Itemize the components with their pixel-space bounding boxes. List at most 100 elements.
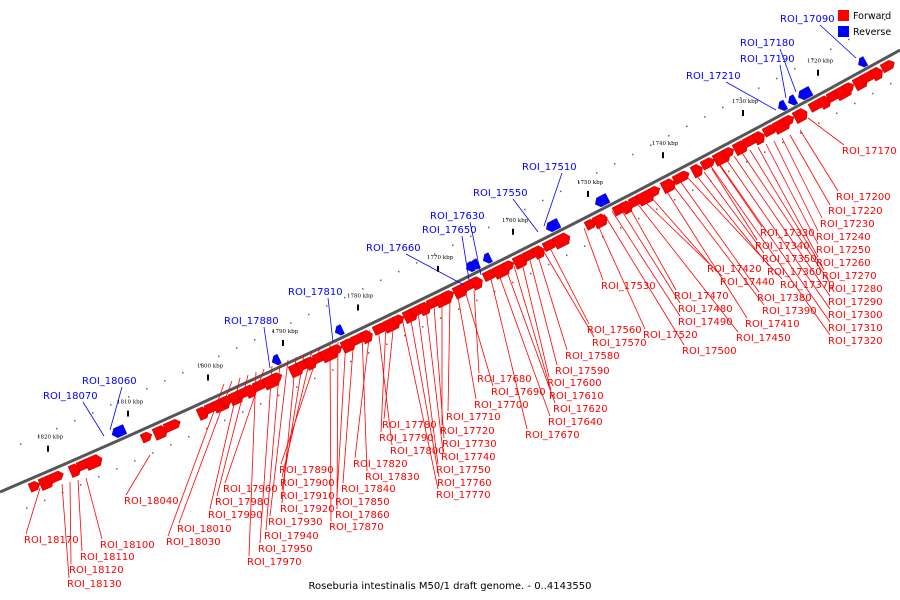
scale-dot [170, 444, 172, 446]
forward-leader-line [69, 481, 72, 565]
scale-dot [458, 308, 460, 311]
scale-dot [830, 48, 832, 51]
scale-dot [578, 181, 580, 183]
forward-gene-arrow [391, 314, 405, 327]
forward-leader-line [537, 255, 568, 351]
scale-dot [488, 226, 490, 229]
scale-dot [224, 419, 226, 422]
forward-leader-line [799, 129, 839, 192]
forward-gene-label: ROI_18170 [24, 535, 79, 546]
kbp-tick-mark [282, 339, 284, 346]
forward-leader-line [709, 164, 831, 336]
reverse-gene-label: ROI_17180 [740, 38, 795, 49]
forward-gene-label: ROI_17690 [491, 387, 546, 398]
scale-dot [74, 420, 76, 422]
forward-leader-line [513, 265, 552, 391]
forward-leader-line [549, 247, 590, 325]
scale-dot [290, 322, 292, 324]
forward-leader-line [521, 262, 550, 378]
reverse-gene-label: ROI_17190 [740, 54, 795, 65]
scale-dot [110, 404, 112, 406]
scale-dot [380, 279, 382, 282]
scale-dot [524, 208, 526, 211]
kbp-tick-mark [357, 304, 359, 311]
forward-leader-line [85, 477, 103, 540]
forward-leader-line [711, 168, 758, 241]
scale-dot [278, 394, 280, 397]
scale-dot [776, 77, 778, 80]
scale-dot [56, 427, 58, 430]
reverse-leader-line [405, 253, 465, 286]
forward-leader-line [611, 210, 681, 317]
scale-dot [164, 380, 166, 382]
forward-leader-line [178, 380, 233, 524]
reverse-gene-label: ROI_17810 [288, 287, 343, 298]
reverse-gene-arrow [778, 99, 789, 111]
forward-leader-line [265, 362, 281, 531]
forward-leader-line [417, 311, 439, 465]
scale-dot [506, 217, 508, 220]
forward-gene-arrow [139, 431, 153, 444]
forward-gene-label: ROI_17830 [365, 472, 420, 483]
forward-leader-line [741, 152, 831, 284]
scale-dot [38, 435, 40, 438]
reverse-gene-arrow [111, 424, 128, 438]
scale-dot [350, 360, 352, 363]
forward-gene-label: ROI_17720 [440, 426, 495, 437]
forward-gene-label: ROI_17850 [335, 497, 390, 508]
forward-leader-line [671, 183, 765, 306]
scale-dot [128, 396, 130, 398]
forward-leader-line [342, 335, 355, 484]
forward-leader-line [649, 195, 710, 264]
scale-dot [566, 254, 568, 257]
forward-gene-label: ROI_17520 [643, 330, 698, 341]
forward-leader-line [409, 314, 440, 478]
scale-dot [440, 317, 442, 319]
kbp-tick-mark [587, 190, 589, 197]
scale-dot [650, 144, 652, 146]
scale-dot [836, 112, 838, 115]
forward-gene-label: ROI_17950 [258, 544, 313, 555]
scale-dot [674, 199, 676, 201]
forward-gene-label: ROI_18100 [100, 540, 155, 551]
reverse-gene-arrow [482, 252, 493, 264]
forward-gene-label: ROI_17930 [268, 517, 323, 528]
scale-dot [728, 170, 730, 173]
scale-dot [530, 272, 532, 275]
reverse-gene-arrow [470, 258, 481, 270]
scale-dot [344, 296, 346, 299]
forward-gene-arrow [791, 108, 808, 124]
label-layer: ROI_17090 ROI_17180 ROI_17190 ROI_17210 ROI_… [24, 14, 897, 590]
forward-gene-label: ROI_17580 [565, 351, 620, 362]
forward-leader-line [505, 268, 556, 404]
kbp-tick-label: 1720 kbp [807, 59, 834, 65]
forward-gene-label: ROI_17570 [592, 338, 647, 349]
scale-dot [542, 199, 544, 202]
scale-dot [404, 334, 406, 337]
gene-layer [27, 56, 895, 493]
forward-leader-line [717, 161, 831, 323]
forward-gene-arrow [83, 454, 103, 471]
forward-gene-arrow [781, 115, 795, 127]
forward-gene-label: ROI_17340 [755, 241, 810, 252]
forward-gene-arrow [869, 66, 883, 82]
genome-backbone [0, 48, 900, 494]
scale-dot [800, 132, 802, 134]
reverse-leader-line [461, 235, 470, 281]
reverse-leader-line [543, 172, 563, 227]
forward-leader-line [687, 177, 783, 280]
reverse-gene-arrow [546, 218, 562, 233]
scale-dot [656, 208, 658, 210]
scale-dot [200, 363, 202, 366]
reverse-gene-label: ROI_17650 [422, 225, 477, 236]
scale-dot [254, 339, 256, 341]
legend: Forward Reverse [838, 10, 891, 38]
forward-gene-arrow [441, 290, 455, 302]
legend-reverse-label: Reverse [853, 27, 891, 38]
forward-gene-label: ROI_18110 [80, 552, 135, 563]
forward-leader-line [77, 479, 83, 552]
scale-dot [80, 484, 82, 486]
reverse-gene-label: ROI_17550 [473, 188, 528, 199]
forward-gene-label: ROI_17220 [828, 206, 883, 217]
forward-gene-arrow [841, 82, 855, 95]
